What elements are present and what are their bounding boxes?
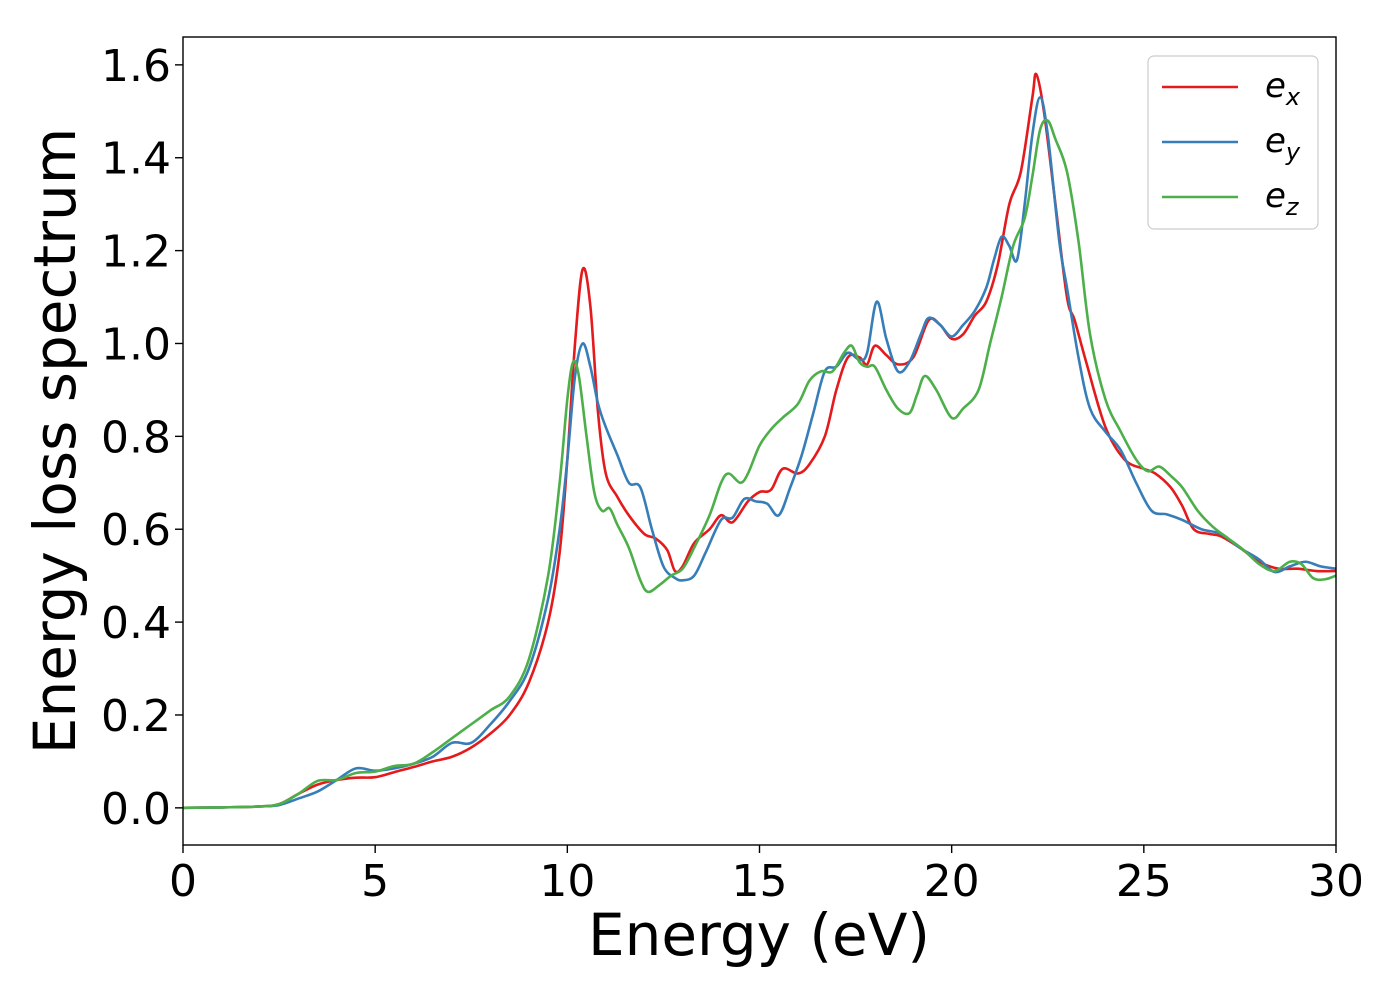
y-tick-label: 0.8	[101, 412, 171, 463]
y-tick-label: 1.0	[101, 319, 171, 370]
x-tick-label: 30	[1308, 856, 1364, 907]
y-tick-label: 0.2	[101, 691, 171, 742]
y-tick-label: 0.6	[101, 505, 171, 556]
series-line-y	[183, 96, 1336, 810]
series-layer	[183, 72, 1336, 810]
y-tick-label: 1.4	[101, 134, 171, 185]
legend-label-x: ex	[1265, 66, 1301, 111]
y-axis-label: Energy loss spectrum	[21, 128, 89, 754]
y-tick-label: 0.0	[101, 784, 171, 835]
x-tick-label: 20	[924, 856, 980, 907]
x-tick-label: 5	[361, 856, 389, 907]
y-tick-label: 0.4	[101, 598, 171, 649]
legend: ex ey ez	[1147, 55, 1319, 230]
x-axis-label: Energy (eV)	[588, 901, 930, 969]
x-tick-label: 0	[169, 856, 197, 907]
x-ticks: 0 5 10 15 20 25 30	[169, 845, 1364, 907]
x-tick-label: 10	[539, 856, 595, 907]
legend-label-z: ez	[1265, 176, 1300, 221]
x-tick-label: 25	[1116, 856, 1172, 907]
y-tick-label: 1.2	[101, 227, 171, 278]
legend-label-y: ey	[1265, 121, 1301, 166]
series-line-z	[183, 118, 1336, 810]
y-tick-label: 1.6	[101, 41, 171, 92]
y-ticks: 0.0 0.2 0.4 0.6 0.8 1.0 1.2 1.4 1.6	[101, 41, 183, 835]
x-tick-label: 15	[732, 856, 788, 907]
